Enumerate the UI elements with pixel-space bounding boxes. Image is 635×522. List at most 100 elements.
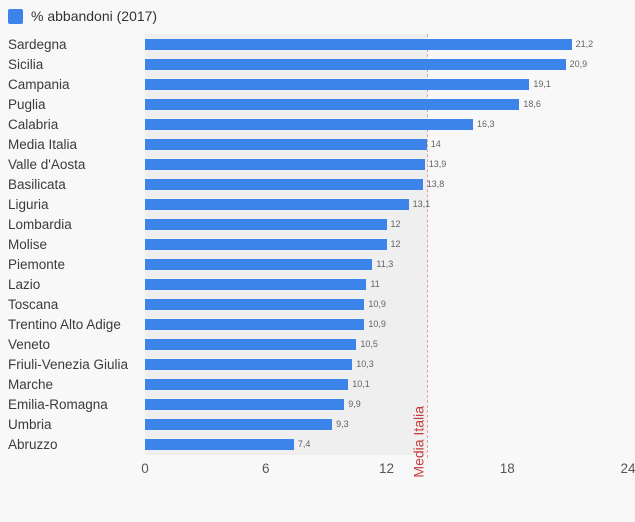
bar xyxy=(145,178,423,190)
chart-row: Abruzzo 7,4 xyxy=(0,434,635,454)
chart-row: Campania 19,1 xyxy=(0,74,635,94)
bar-area: 10,9 xyxy=(145,294,628,314)
bar xyxy=(145,58,566,70)
bar xyxy=(145,158,425,170)
bar xyxy=(145,138,427,150)
bar-area: 19,1 xyxy=(145,74,628,94)
chart-row: Basilicata 13,8 xyxy=(0,174,635,194)
bar-area: 9,9 xyxy=(145,394,628,414)
bar-value-label: 16,3 xyxy=(477,119,495,129)
category-label: Campania xyxy=(8,76,70,92)
bar-value-label: 7,4 xyxy=(297,439,311,449)
chart-row: Piemonte 11,3 xyxy=(0,254,635,274)
chart-row: Emilia-Romagna 9,9 xyxy=(0,394,635,414)
bar-value-label: 13,1 xyxy=(412,199,431,209)
bar xyxy=(145,118,474,130)
chart-row: Friuli-Venezia Giulia 10,3 xyxy=(0,354,635,374)
category-label: Lombardia xyxy=(8,216,72,232)
category-label: Veneto xyxy=(8,336,51,352)
category-label: Valle d'Aosta xyxy=(8,156,86,172)
category-label: Lazio xyxy=(8,276,41,292)
bar-value-label: 9,3 xyxy=(336,419,349,429)
bar xyxy=(145,278,367,290)
chart-row: Puglia 18,6 xyxy=(0,94,635,114)
x-axis-tick-label: 6 xyxy=(261,461,270,476)
category-label: Piemonte xyxy=(8,256,66,272)
category-label: Sicilia xyxy=(8,56,44,72)
bar xyxy=(145,298,365,310)
bar-value-label: 11 xyxy=(370,279,380,289)
bar-value-label: 11,3 xyxy=(376,259,394,269)
bar-rows: Sardegna 21,2 Sicilia 20,9 Campania 19,1… xyxy=(0,34,635,454)
bar xyxy=(145,198,409,210)
legend[interactable]: % abbandoni (2017) xyxy=(0,0,635,24)
bar-value-label: 12 xyxy=(390,219,401,229)
chart-row: Calabria 16,3 xyxy=(0,114,635,134)
bar xyxy=(145,318,365,330)
chart-row: Sicilia 20,9 xyxy=(0,54,635,74)
chart-row: Sardegna 21,2 xyxy=(0,34,635,54)
x-axis: 0 6 12 18 24 xyxy=(141,461,635,479)
bar-area: 10,3 xyxy=(145,354,628,374)
category-label: Umbria xyxy=(8,416,52,432)
bar-value-label: 19,1 xyxy=(533,79,551,89)
bar-area: 10,1 xyxy=(145,374,628,394)
category-label: Molise xyxy=(8,236,48,252)
chart-row: Veneto 10,5 xyxy=(0,334,635,354)
category-label: Calabria xyxy=(8,116,59,132)
bar-value-label: 12 xyxy=(390,239,401,249)
bar-area: 20,9 xyxy=(145,54,628,74)
bar-value-label: 13,9 xyxy=(428,159,447,169)
bar xyxy=(145,98,520,110)
chart-row: Molise 12 xyxy=(0,234,635,254)
bar-area: 14 xyxy=(145,134,628,154)
chart-row: Toscana 10,9 xyxy=(0,294,635,314)
category-label: Emilia-Romagna xyxy=(8,396,108,412)
bar-area: 16,3 xyxy=(145,114,628,134)
category-label: Media Italia xyxy=(8,136,78,152)
x-axis-tick-label: 18 xyxy=(499,461,515,476)
bar-area: 13,1 xyxy=(145,194,628,214)
bar-area: 13,8 xyxy=(145,174,628,194)
category-label: Friuli-Venezia Giulia xyxy=(8,356,129,372)
bar-value-label: 10,5 xyxy=(360,339,378,349)
bar-value-label: 10,9 xyxy=(368,319,386,329)
category-label: Toscana xyxy=(8,296,59,312)
chart-row: Marche 10,1 xyxy=(0,374,635,394)
category-label: Basilicata xyxy=(8,176,66,192)
chart-row: Media Italia 14 xyxy=(0,134,635,154)
chart-row: Lombardia 12 xyxy=(0,214,635,234)
x-axis-tick-label: 24 xyxy=(620,461,635,476)
legend-label: % abbandoni (2017) xyxy=(31,8,158,24)
bar-value-label: 21,2 xyxy=(575,39,594,49)
chart-row: Liguria 13,1 xyxy=(0,194,635,214)
bar-area: 11,3 xyxy=(145,254,628,274)
bar xyxy=(145,358,353,370)
chart-row: Valle d'Aosta 13,9 xyxy=(0,154,635,174)
category-label: Sardegna xyxy=(8,36,67,52)
chart-row: Umbria 9,3 xyxy=(0,414,635,434)
bar xyxy=(145,418,333,430)
bar-area: 12 xyxy=(145,234,628,254)
bar xyxy=(145,438,294,450)
category-label: Puglia xyxy=(8,96,46,112)
chart-row: Trentino Alto Adige 10,9 xyxy=(0,314,635,334)
bar-area: 11 xyxy=(145,274,628,294)
bar-area: 12 xyxy=(145,214,628,234)
bar xyxy=(145,38,572,50)
bar-area: 10,9 xyxy=(145,314,628,334)
bar xyxy=(145,398,345,410)
bar xyxy=(145,338,357,350)
bar-value-label: 13,8 xyxy=(426,179,445,189)
bar-value-label: 10,1 xyxy=(352,379,370,389)
bar-value-label: 20,9 xyxy=(569,59,588,69)
bar-value-label: 10,3 xyxy=(356,359,374,369)
bar-value-label: 10,9 xyxy=(368,299,386,309)
category-label: Trentino Alto Adige xyxy=(8,316,121,332)
bar xyxy=(145,78,530,90)
bar-value-label: 9,9 xyxy=(348,399,361,409)
category-label: Marche xyxy=(8,376,54,392)
bar-area: 18,6 xyxy=(145,94,628,114)
bar-area: 10,5 xyxy=(145,334,628,354)
bar xyxy=(145,218,387,230)
